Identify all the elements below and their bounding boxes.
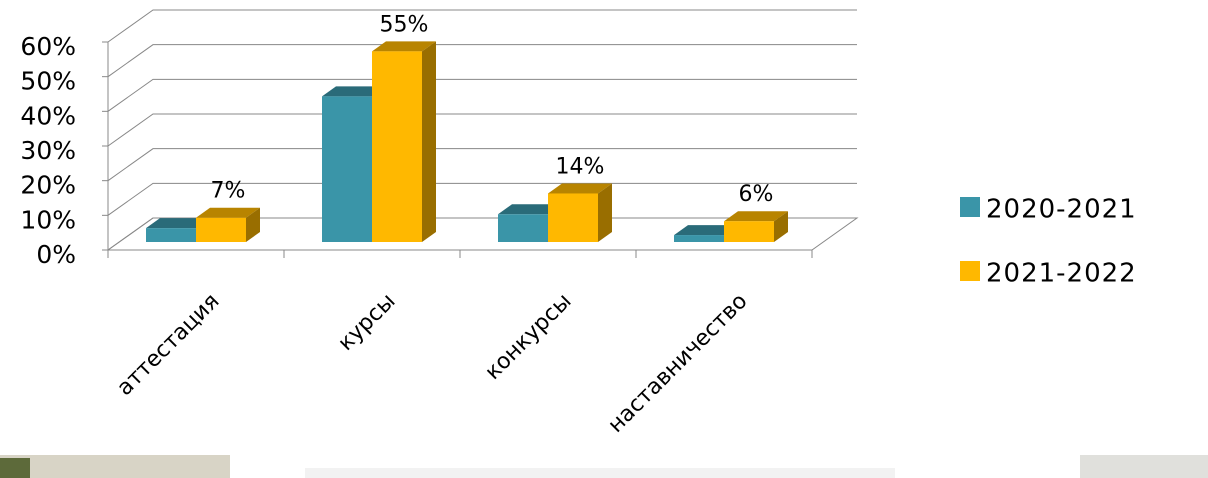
grid-line (107, 44, 857, 78)
photo-center (305, 468, 895, 478)
value-label: 7% (211, 179, 246, 204)
y-tick-label: 60% (20, 32, 76, 61)
bar (322, 96, 372, 243)
bar (674, 235, 724, 242)
bar-side (598, 183, 612, 242)
grid-line (107, 217, 857, 251)
x-tick-label: наставничество (603, 289, 752, 438)
x-tick-label: конкурсы (480, 289, 576, 385)
grid-line (107, 182, 857, 216)
grid-line (107, 9, 857, 43)
bar-top (146, 218, 210, 229)
bar-side (246, 207, 260, 242)
bar-top (322, 86, 386, 97)
y-tick-label: 40% (20, 101, 76, 130)
photo-right (1080, 455, 1208, 478)
y-tick-label: 20% (20, 171, 76, 200)
bar-side (774, 211, 788, 242)
bar-top (196, 207, 260, 218)
grid-line (107, 148, 857, 182)
bar-top (498, 204, 562, 215)
grid-line (107, 78, 857, 112)
value-label: 6% (739, 182, 774, 207)
value-label: 55% (380, 12, 429, 37)
y-tick-label: 10% (20, 205, 76, 234)
y-tick-label: 50% (20, 67, 76, 96)
photo-left (0, 455, 230, 478)
bar (372, 51, 422, 243)
bar-side (422, 41, 436, 243)
bar (146, 228, 196, 242)
legend-label: 2021-2022 (986, 259, 1137, 289)
legend-label: 2020-2021 (986, 195, 1137, 225)
legend-swatch (960, 197, 980, 217)
bar (498, 214, 548, 242)
bar (196, 217, 246, 242)
bar-top (548, 183, 612, 194)
x-tick-label: курсы (333, 289, 400, 356)
legend-swatch (960, 261, 980, 281)
bar-top (724, 211, 788, 222)
photo-left-detail (0, 458, 30, 478)
bar (724, 221, 774, 242)
bar-top (674, 225, 738, 236)
photo-fragments (0, 455, 1208, 478)
value-label: 14% (556, 154, 605, 179)
bar (548, 193, 598, 242)
bar-top (372, 41, 436, 52)
y-tick-label: 0% (36, 240, 76, 269)
grid-line (107, 113, 857, 147)
x-tick-label: аттестация (112, 289, 224, 401)
y-tick-label: 30% (20, 136, 76, 165)
